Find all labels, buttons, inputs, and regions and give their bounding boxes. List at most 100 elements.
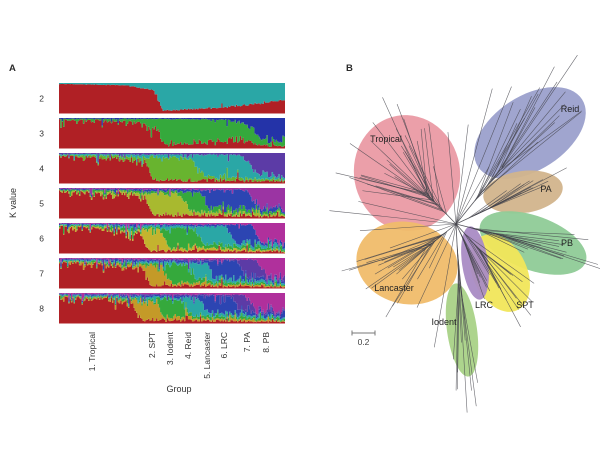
admixture-component-green bbox=[59, 294, 285, 322]
branch-line bbox=[478, 249, 507, 300]
branch-line bbox=[478, 108, 521, 197]
group-tick-label: 2. SPT bbox=[147, 332, 157, 358]
outlier-branch bbox=[359, 223, 457, 231]
admixture-component-red bbox=[59, 261, 285, 289]
branch-line bbox=[487, 93, 539, 186]
x-axis-title: Group bbox=[166, 384, 191, 394]
branch-line bbox=[375, 185, 438, 205]
admixture-component-red bbox=[59, 190, 285, 219]
branch-line bbox=[489, 122, 555, 183]
branch-line bbox=[486, 115, 560, 187]
group-tick-label: 3. Iodent bbox=[165, 331, 175, 365]
branch-line bbox=[362, 190, 434, 201]
cluster-label-lrc: LRC bbox=[475, 300, 494, 310]
branch-line bbox=[458, 279, 478, 383]
admixture-component-teal bbox=[59, 153, 285, 181]
branch-line bbox=[428, 123, 440, 208]
admixture-component-green bbox=[59, 224, 285, 252]
branch-line bbox=[476, 229, 525, 253]
branch-line bbox=[378, 242, 434, 266]
cluster-label-spt: SPT bbox=[516, 300, 534, 310]
cluster-label-reid: Reid bbox=[561, 104, 580, 114]
scale-bar-label: 0.2 bbox=[358, 337, 370, 347]
admixture-component-blue bbox=[59, 118, 285, 144]
admixture-component-green bbox=[59, 189, 285, 217]
branch-line bbox=[420, 128, 428, 195]
branch-line bbox=[366, 183, 438, 206]
branch-line bbox=[457, 287, 460, 390]
branch-line bbox=[478, 183, 521, 214]
admixture-component-violet bbox=[59, 153, 285, 180]
scale-bar: 0.2 bbox=[351, 330, 376, 347]
admixture-component-gold bbox=[59, 260, 285, 288]
branch-line bbox=[461, 234, 476, 271]
panel-a-label: A bbox=[9, 63, 16, 74]
admixture-component-red bbox=[59, 295, 285, 324]
branch-line bbox=[469, 238, 533, 302]
outlier-branch bbox=[329, 210, 457, 225]
branch-line bbox=[464, 233, 535, 284]
cluster-stem bbox=[455, 223, 481, 252]
k-tick-label: 4 bbox=[39, 163, 44, 173]
branch-line bbox=[475, 141, 538, 201]
admixture-component-green bbox=[59, 118, 285, 147]
cluster-labels: Tropical Reid PA PB SPT LRC Iodent Lancaster bbox=[370, 104, 579, 327]
cluster-ellipses bbox=[353, 87, 587, 377]
cluster-label-lancaster: Lancaster bbox=[374, 283, 414, 293]
outlier-branch bbox=[433, 223, 457, 348]
group-tick-label: 1. Tropical bbox=[87, 332, 97, 371]
structure-row-k7 bbox=[59, 258, 285, 289]
panel-b-label: B bbox=[346, 63, 353, 74]
branch-line bbox=[496, 104, 565, 174]
branch-line bbox=[371, 246, 429, 289]
branch-line bbox=[397, 243, 432, 304]
branch-line bbox=[381, 236, 442, 261]
admixture-component-teal bbox=[59, 294, 285, 321]
group-tick-label: 8. PB bbox=[261, 332, 271, 353]
branch-line bbox=[482, 230, 575, 235]
cluster-label-pb: PB bbox=[561, 238, 573, 248]
outlier-branch bbox=[447, 132, 457, 225]
branch-line bbox=[335, 172, 428, 195]
admixture-component-red bbox=[59, 83, 285, 114]
branch-line bbox=[466, 245, 487, 288]
k-tick-label: 3 bbox=[39, 128, 44, 138]
branch-line bbox=[417, 232, 446, 280]
k-tick-label: 8 bbox=[39, 303, 44, 313]
branch-line bbox=[403, 152, 431, 198]
branch-line bbox=[385, 248, 427, 318]
cluster-label-iodent: Iodent bbox=[431, 317, 457, 327]
cluster-label-tropical: Tropical bbox=[370, 134, 402, 144]
branch-line bbox=[468, 190, 507, 219]
branch-line bbox=[473, 228, 589, 240]
admixture-component-lgreen bbox=[59, 154, 285, 183]
admixture-component-magenta bbox=[59, 223, 285, 247]
branch-line bbox=[433, 166, 447, 215]
panel-a-structure-plot: A K value 2 3 4 5 6 7 8 1. Tropical 2. SPT 3. Io… bbox=[8, 63, 285, 394]
panel-b-phylo-tree: B TropicalReidPAPBSPTLRCIodentLancaster … bbox=[329, 55, 600, 413]
tree-branches bbox=[329, 55, 600, 413]
branch-line bbox=[475, 186, 532, 216]
group-tick-label: 6. LRC bbox=[219, 332, 229, 358]
branch-line bbox=[501, 55, 578, 168]
admixture-component-royal bbox=[59, 293, 285, 320]
branch-line bbox=[372, 122, 430, 197]
branch-line bbox=[457, 267, 477, 407]
outlier-branch bbox=[455, 166, 490, 225]
branch-line bbox=[365, 241, 434, 290]
structure-row-k3 bbox=[59, 118, 285, 149]
branch-line bbox=[429, 231, 448, 269]
structure-row-k8 bbox=[59, 293, 285, 324]
group-tick-label: 5. Lancaster bbox=[202, 332, 212, 379]
branch-line bbox=[364, 235, 443, 260]
branch-line bbox=[486, 180, 534, 210]
structure-row-k5 bbox=[59, 188, 285, 219]
branch-line bbox=[491, 232, 559, 241]
structure-row-k2 bbox=[59, 83, 285, 114]
branch-line bbox=[391, 190, 443, 211]
branch-line bbox=[471, 180, 530, 217]
branch-line bbox=[498, 96, 532, 172]
admixture-component-royal bbox=[59, 223, 285, 250]
branch-line bbox=[456, 276, 460, 373]
branch-line bbox=[387, 234, 444, 269]
